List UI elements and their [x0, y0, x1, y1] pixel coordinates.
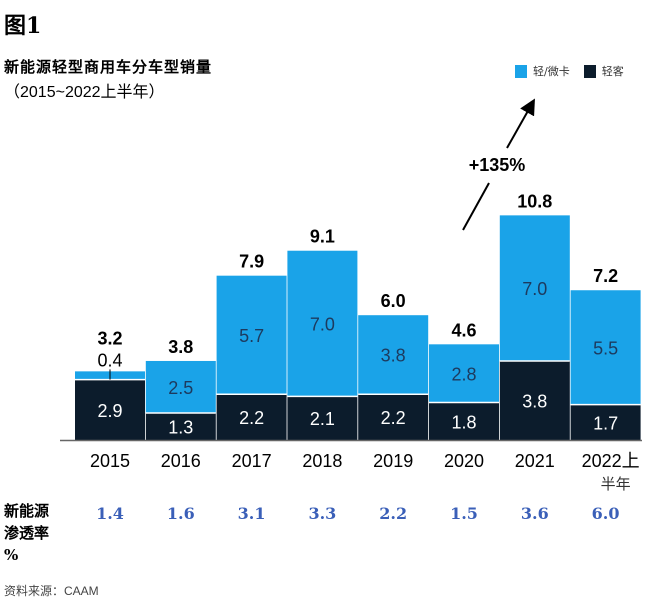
- data-label-truck: 5.5: [593, 338, 618, 358]
- data-label-truck: 7.0: [522, 279, 547, 299]
- data-label-truck: 5.7: [239, 326, 264, 346]
- penetration-value: 1.5: [450, 504, 478, 523]
- chart-subtitle: （2015~2022上半年）: [4, 84, 165, 101]
- penetration-value: 6.0: [591, 504, 620, 523]
- x-tick-label: 2018: [302, 451, 342, 471]
- penetration-value: 1.6: [166, 504, 195, 523]
- x-tick-label: 2015: [90, 451, 130, 471]
- annotation-arrow-upper: [506, 98, 535, 149]
- penetration-value: 3.1: [237, 504, 266, 523]
- data-label-truck: 0.4: [97, 350, 122, 370]
- x-tick-label: 半年: [601, 475, 631, 493]
- legend-label-van: 轻客: [601, 65, 624, 78]
- penetration-value: 3.6: [520, 504, 549, 523]
- data-label-truck: 7.0: [310, 315, 335, 335]
- source-note: 资料来源：CAAM: [4, 584, 99, 598]
- data-label-van: 1.7: [593, 413, 618, 433]
- data-label-total: 10.8: [517, 191, 552, 211]
- data-label-truck: 2.5: [168, 378, 193, 398]
- bar-segment-truck: [499, 215, 570, 361]
- legend-label-truck: 轻/微卡: [533, 65, 570, 78]
- data-label-van: 2.9: [97, 401, 122, 421]
- data-label-total: 7.9: [239, 252, 264, 272]
- data-label-van: 1.8: [451, 412, 476, 432]
- x-tick-label: 2022上: [582, 451, 640, 471]
- data-label-total: 9.1: [310, 227, 335, 247]
- bar-segment-van: [75, 379, 145, 440]
- data-label-van: 3.8: [522, 391, 547, 411]
- data-label-total: 6.0: [381, 291, 406, 311]
- data-label-total: 4.6: [451, 320, 476, 340]
- bar-segment-truck: [358, 315, 429, 395]
- x-tick-label: 2021: [515, 451, 555, 471]
- legend-item-van: 轻客: [583, 63, 624, 79]
- x-tick-label: 2016: [161, 451, 201, 471]
- penetration-label-line-2: 渗透率: [4, 524, 50, 542]
- penetration-label-line-1: 新能源: [4, 502, 50, 520]
- data-label-total: 3.2: [97, 328, 122, 348]
- legend-swatch-van: [583, 64, 596, 78]
- penetration-label: 新能源 渗透率 %: [4, 500, 64, 566]
- penetration-value: 2.2: [379, 504, 408, 523]
- x-tick-label: 2020: [444, 451, 484, 471]
- data-label-total: 3.8: [168, 337, 193, 357]
- bar-segment-van: [145, 412, 216, 440]
- legend-swatch-truck: [515, 64, 527, 78]
- bar-segment-truck: [216, 275, 287, 395]
- data-label-truck: 2.8: [451, 364, 476, 384]
- bar-segment-van: [499, 360, 570, 440]
- annotation-arrow-lower: [462, 182, 490, 231]
- penetration-value: 3.3: [308, 504, 337, 523]
- data-label-van: 2.2: [239, 408, 264, 428]
- growth-annotation: +135%: [469, 155, 526, 175]
- bar-segment-truck: [429, 344, 499, 403]
- bar-segment-van: [287, 396, 358, 440]
- penetration-label-line-3: %: [4, 546, 19, 564]
- data-label-truck: 3.8: [381, 346, 406, 366]
- figure-label: 图1: [4, 13, 42, 39]
- bar-segment-van: [429, 402, 499, 440]
- bar-segment-van: [358, 394, 429, 440]
- bar-segment-truck: [145, 360, 216, 413]
- bar-segment-van: [216, 394, 287, 440]
- penetration-value: 1.4: [96, 504, 124, 523]
- data-label-van: 2.1: [310, 409, 335, 429]
- x-tick-label: 2019: [373, 451, 413, 471]
- x-tick-label: 2017: [232, 451, 272, 471]
- bar-segment-truck: [287, 250, 358, 397]
- data-label-van: 1.3: [168, 417, 193, 437]
- legend: 轻/微卡 轻客: [515, 63, 638, 79]
- data-label-van: 2.2: [381, 408, 406, 428]
- data-label-total: 7.2: [593, 266, 618, 286]
- bar-segment-truck: [570, 290, 641, 405]
- bar-segment-van: [570, 404, 641, 440]
- chart-title: 新能源轻型商用车分车型销量: [4, 58, 213, 76]
- legend-item-truck: 轻/微卡: [515, 63, 570, 79]
